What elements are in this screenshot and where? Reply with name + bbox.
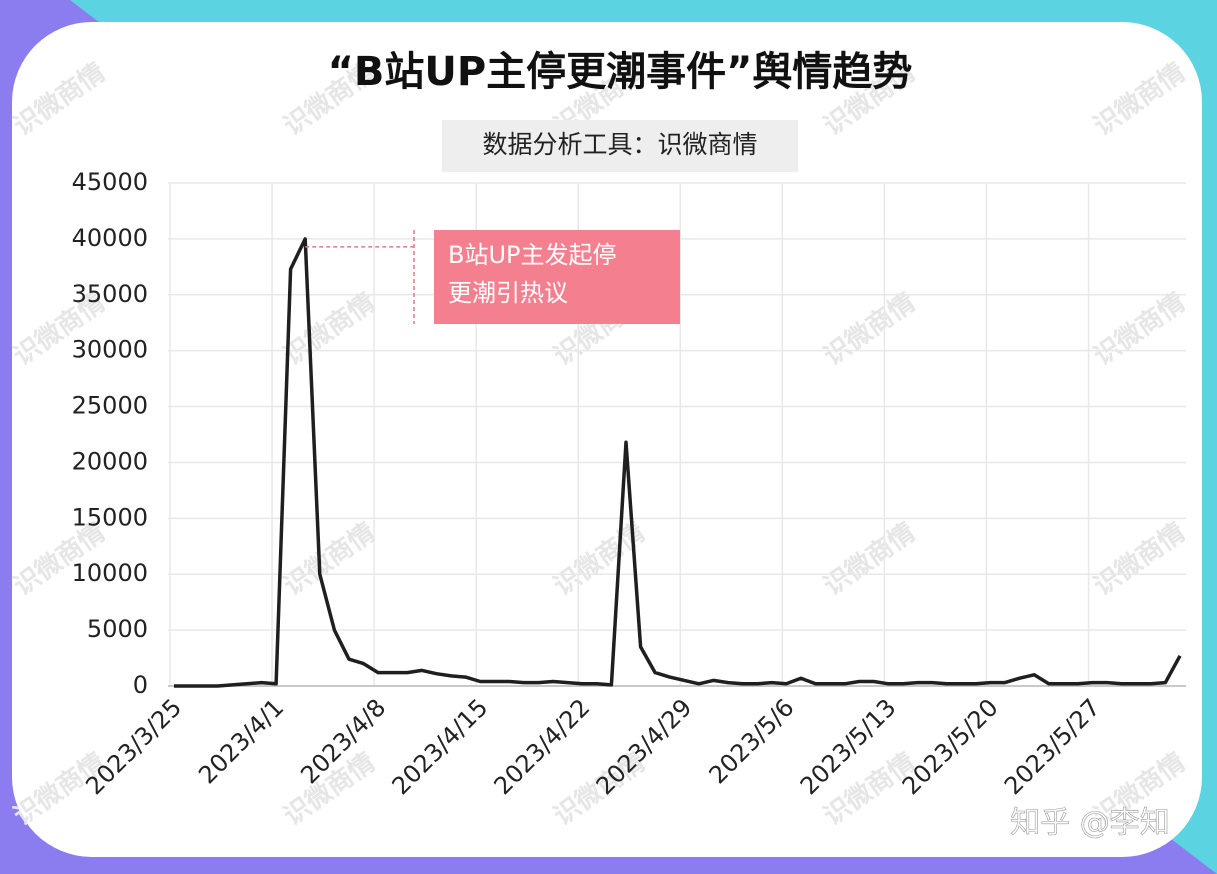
panel [12,22,1202,857]
annotation-box [434,230,680,324]
y-tick-label: 15000 [72,503,148,531]
y-tick-label: 25000 [72,392,148,420]
annotation-text: B站UP主发起停 [448,241,617,269]
chart-title: “B站UP主停更潮事件”舆情趋势 [328,49,913,95]
data-line [174,237,1182,688]
annotation-text: 更潮引热议 [448,279,568,307]
y-tick-label: 45000 [72,168,148,196]
y-tick-label: 10000 [72,559,148,587]
y-tick-label: 35000 [72,280,148,308]
y-tick-label: 30000 [72,336,148,364]
credit: 知乎 @李知 [1010,806,1170,841]
y-tick-label: 5000 [87,615,148,643]
y-tick-label: 0 [133,671,148,699]
y-tick-label: 20000 [72,447,148,475]
subtitle-box [442,120,798,172]
y-tick-label: 40000 [72,224,148,252]
subtitle: 数据分析工具：识微商情 [482,130,757,159]
